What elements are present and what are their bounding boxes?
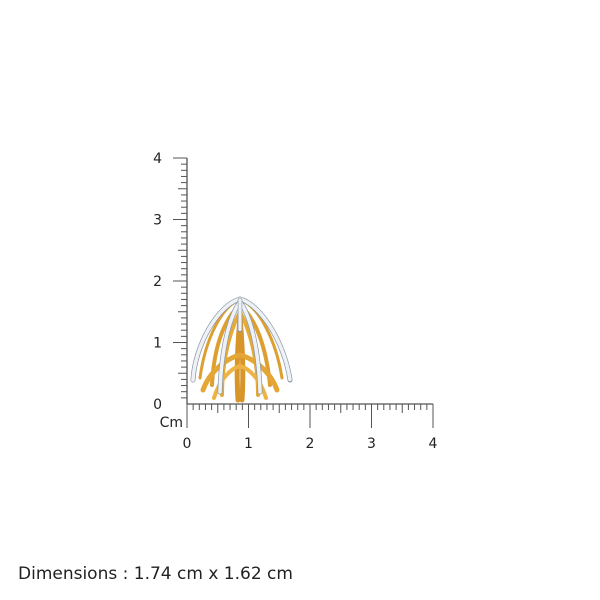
horizontal-tick-label: 0 <box>183 436 192 452</box>
horizontal-tick-label: 2 <box>306 436 315 452</box>
vertical-tick-label: 3 <box>153 213 162 229</box>
horizontal-tick-label: 1 <box>244 436 253 452</box>
horizontal-tick-label: 3 <box>367 436 376 452</box>
vertical-tick-label: 4 <box>153 151 162 167</box>
vertical-tick-label: 0 <box>153 397 162 413</box>
horizontal-tick-label: 4 <box>429 436 438 452</box>
ruler: 0 1 2 3 4 0 1 2 3 4 Cm <box>153 151 437 452</box>
dimensions-text: Dimensions : 1.74 cm x 1.62 cm <box>18 564 293 584</box>
unit-label: Cm <box>160 415 183 431</box>
earring-image <box>190 296 293 403</box>
vertical-tick-label: 2 <box>153 274 162 290</box>
vertical-tick-label: 1 <box>153 336 162 352</box>
